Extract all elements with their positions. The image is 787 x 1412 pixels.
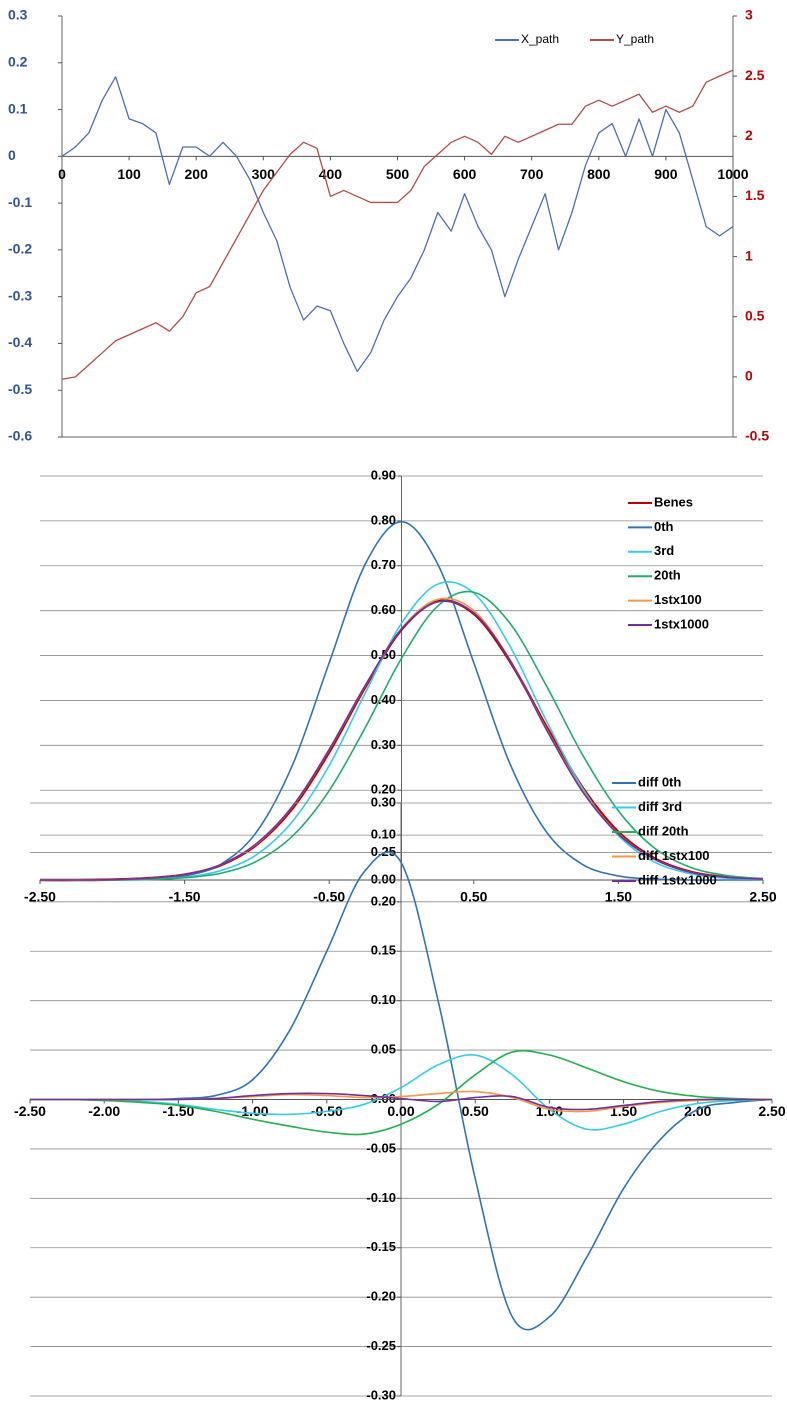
y-tick-label: 0.30 xyxy=(371,737,396,752)
x-tick-label: 1000 xyxy=(717,166,748,182)
y-tick-label: 0.90 xyxy=(371,467,396,482)
y2-tick-label: -0.5 xyxy=(745,428,769,444)
series-line xyxy=(29,1092,772,1111)
y-tick-label: -0.6 xyxy=(8,428,32,444)
legend-label: diff 1stx1000 xyxy=(638,872,717,887)
series-line xyxy=(29,1053,773,1131)
x-tick-label: 0.50 xyxy=(462,1103,489,1119)
y-tick-label: 0.00 xyxy=(371,1091,396,1106)
y-tick-label: -0.05 xyxy=(366,1140,396,1155)
y-tick-label: 0.30 xyxy=(371,794,396,809)
legend-label: diff 0th xyxy=(638,774,681,789)
y2-tick-label: 2 xyxy=(745,127,753,143)
y2-tick-label: 0 xyxy=(745,368,753,384)
y-tick-label: -0.3 xyxy=(8,287,32,303)
x-tick-label: 200 xyxy=(185,166,209,182)
x-tick-label: 0 xyxy=(58,166,66,182)
x-tick-label: 100 xyxy=(117,166,141,182)
y-tick-label: -0.15 xyxy=(366,1239,396,1254)
legend-label: X_path xyxy=(521,32,559,46)
legend-label: 1stx1000 xyxy=(654,616,709,631)
y-tick-label: 0.20 xyxy=(371,893,396,908)
y2-tick-label: 1 xyxy=(745,247,753,263)
series-line xyxy=(39,600,764,881)
series-line xyxy=(29,1049,773,1136)
y2-tick-label: 1.5 xyxy=(745,187,765,203)
x-tick-label: 0.50 xyxy=(460,889,487,905)
y-tick-label: 0 xyxy=(8,147,16,163)
x-tick-label: 2.50 xyxy=(749,889,776,905)
legend-label: 0th xyxy=(654,519,674,534)
legend-label: Y_path xyxy=(616,32,654,46)
y-tick-label: 0.60 xyxy=(371,602,396,617)
y-tick-label: -0.25 xyxy=(366,1338,396,1353)
y-tick-label: 0.25 xyxy=(371,844,396,859)
x-tick-label: 800 xyxy=(587,166,611,182)
y-tick-label: 0.05 xyxy=(371,1042,396,1057)
series-line xyxy=(61,76,734,373)
x-tick-label: 2.50 xyxy=(758,1103,785,1119)
x-tick-label: 700 xyxy=(520,166,544,182)
y-tick-label: 0.20 xyxy=(371,782,396,797)
y2-tick-label: 0.5 xyxy=(745,307,765,323)
x-tick-label: 600 xyxy=(453,166,477,182)
y-tick-label: -0.2 xyxy=(8,241,32,257)
y2-tick-label: 2.5 xyxy=(745,67,765,83)
x-tick-label: 900 xyxy=(654,166,678,182)
y-tick-label: 0.1 xyxy=(8,100,28,116)
x-tick-label: 300 xyxy=(252,166,276,182)
x-tick-label: -2.00 xyxy=(88,1103,120,1119)
y-tick-label: -0.30 xyxy=(366,1387,396,1402)
series-line xyxy=(40,590,764,881)
legend-label: diff 3rd xyxy=(638,799,682,814)
x-tick-label: -0.50 xyxy=(313,889,345,905)
y-tick-label: 0.10 xyxy=(371,992,396,1007)
y-tick-label: -0.5 xyxy=(8,381,32,397)
y-tick-label: -0.20 xyxy=(366,1289,396,1304)
x-tick-label: 500 xyxy=(386,166,410,182)
x-tick-label: -1.50 xyxy=(169,889,201,905)
legend-label: 3rd xyxy=(654,543,674,558)
x-tick-label: 1.50 xyxy=(605,889,632,905)
y-tick-label: 0.15 xyxy=(371,943,396,958)
y-tick-label: 0.40 xyxy=(371,692,396,707)
legend-label: 1stx100 xyxy=(654,592,702,607)
legend-label: diff 1stx100 xyxy=(638,848,710,863)
x-tick-label: -2.50 xyxy=(14,1103,46,1119)
legend-label: 20th xyxy=(654,568,681,583)
y-tick-label: 0.10 xyxy=(371,827,396,842)
x-tick-label: -2.50 xyxy=(24,889,56,905)
y-tick-label: 0.3 xyxy=(8,7,28,23)
x-tick-label: -1.00 xyxy=(237,1103,269,1119)
legend-label: diff 20th xyxy=(638,823,689,838)
y-tick-label: -0.10 xyxy=(366,1190,396,1205)
y-tick-label: 0.00 xyxy=(371,871,396,886)
y-tick-label: -0.1 xyxy=(8,194,32,210)
y-tick-label: 0.70 xyxy=(371,557,396,572)
series-line xyxy=(61,69,734,380)
x-tick-label: 0.00 xyxy=(387,1103,414,1119)
y-tick-label: -0.4 xyxy=(8,334,32,350)
y2-tick-label: 3 xyxy=(745,7,753,23)
y-tick-label: 0.80 xyxy=(371,512,396,527)
legend-label: Benes xyxy=(654,494,693,509)
y-tick-label: 0.2 xyxy=(8,53,28,69)
